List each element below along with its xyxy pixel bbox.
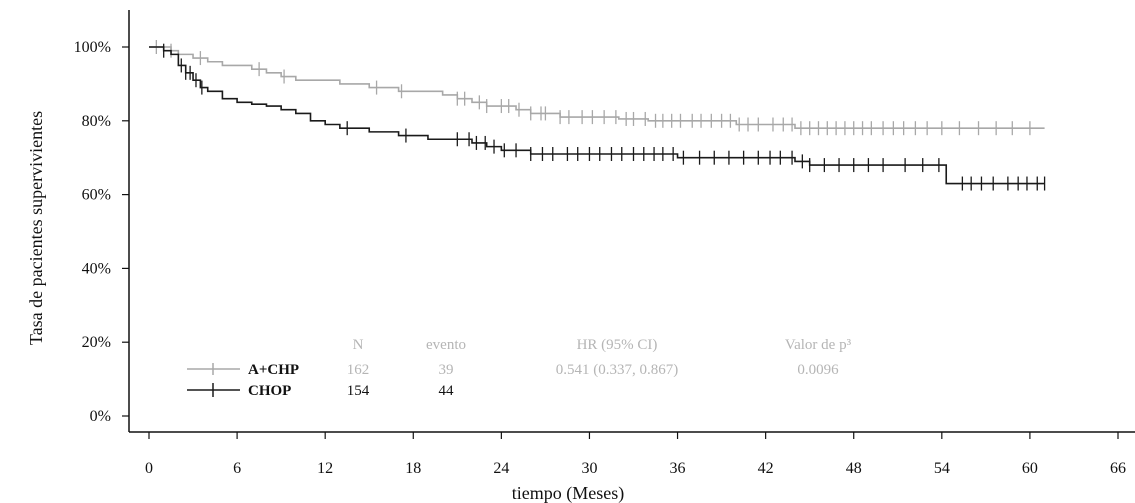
y-ticks: 0% 20% 40% 60% 80% 100%: [74, 39, 129, 425]
legend-events-achp: 39: [439, 362, 454, 378]
y-tick-label: 80%: [82, 113, 111, 130]
x-tick-label: 54: [934, 460, 950, 477]
y-tick-label: 100%: [74, 39, 111, 56]
legend-name-chop: CHOP: [248, 383, 291, 399]
legend-hr-achp: 0.541 (0.337, 0.867): [556, 362, 679, 378]
y-axis: 0% 20% 40% 60% 80% 100%: [74, 10, 130, 432]
legend-header-hr: HR (95% CI): [577, 337, 658, 353]
y-tick-label: 20%: [82, 334, 111, 351]
x-tick-label: 30: [581, 460, 597, 477]
series-layer: [149, 40, 1046, 191]
legend-header-p: Valor de p³: [785, 337, 852, 353]
x-tick-label: 24: [493, 460, 509, 477]
series-line-achp: [149, 46, 1045, 129]
series-chop: [149, 43, 1046, 191]
y-tick-label: 0%: [90, 408, 111, 425]
legend-row-achp: A+CHP 162 39 0.541 (0.337, 0.867) 0.0096: [187, 362, 839, 378]
legend-n-achp: 162: [347, 362, 370, 378]
legend-n-chop: 154: [347, 383, 370, 399]
x-tick-label: 60: [1022, 460, 1038, 477]
legend-header-n: N: [353, 337, 364, 353]
legend: N evento HR (95% CI) Valor de p³ A+CHP 1…: [187, 337, 852, 399]
x-tick-label: 66: [1110, 460, 1126, 477]
y-tick-label: 60%: [82, 187, 111, 204]
x-ticks: 0 6 12 18 24 30 36 42 48 54 60 66: [145, 432, 1126, 477]
legend-name-achp: A+CHP: [248, 362, 299, 378]
y-tick-label: 40%: [82, 260, 111, 277]
legend-events-chop: 44: [439, 383, 455, 399]
legend-p-achp: 0.0096: [797, 362, 839, 378]
x-tick-label: 6: [233, 460, 241, 477]
x-tick-label: 48: [846, 460, 862, 477]
series-line-chop: [149, 46, 1045, 185]
x-tick-label: 42: [758, 460, 774, 477]
x-tick-label: 18: [405, 460, 421, 477]
x-tick-label: 12: [317, 460, 333, 477]
x-axis-title: tiempo (Meses): [512, 483, 624, 503]
legend-header-events: evento: [426, 337, 466, 353]
x-tick-label: 0: [145, 460, 153, 477]
legend-row-chop: CHOP 154 44: [187, 383, 454, 399]
x-tick-label: 36: [670, 460, 686, 477]
x-axis: 0 6 12 18 24 30 36 42 48 54 60 66: [129, 431, 1135, 477]
y-axis-title: Tasa de pacientes supervivientes: [26, 111, 46, 345]
series-achp: [149, 40, 1045, 136]
